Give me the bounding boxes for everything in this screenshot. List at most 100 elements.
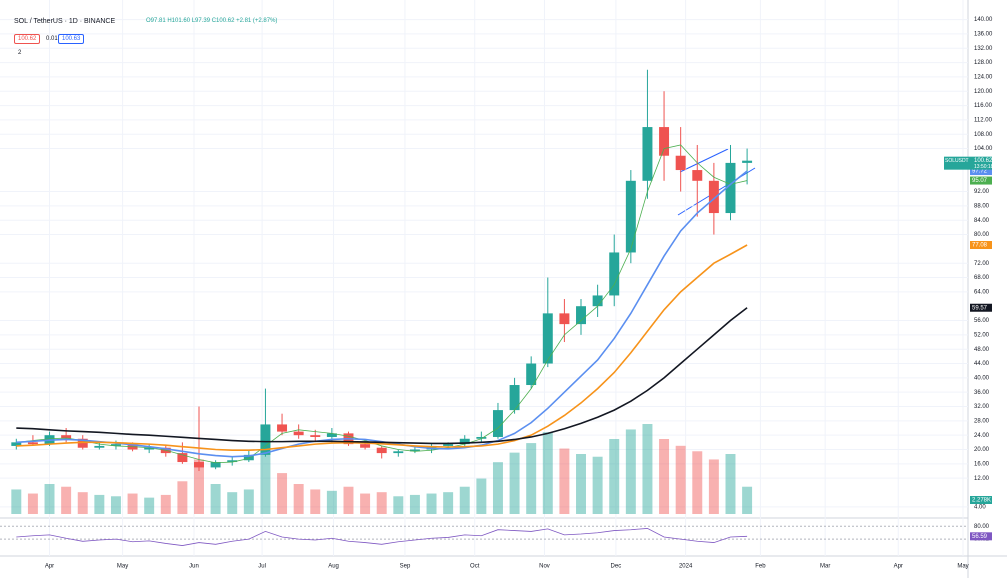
volume-badge: 2.278K [972,498,991,504]
y-tick-label: 32.00 [974,404,990,410]
x-tick-label: Apr [894,564,903,570]
y-tick-label: 80.00 [974,232,990,238]
candle-body [725,162,736,214]
y-tick-label: 140.00 [974,17,993,23]
volume-bar [77,492,88,514]
y-tick-label: 56.00 [974,318,990,324]
y-tick-label: 4.00 [974,504,986,510]
candle-body [110,444,121,446]
volume-bar [227,492,238,514]
candle-body [177,453,188,463]
y-tick-label: 136.00 [974,31,993,37]
volume-bar [61,486,72,514]
x-tick-label: May [117,564,128,570]
y-tick-label: 124.00 [974,74,993,80]
volume-bar [210,484,221,514]
y-tick-label: 68.00 [974,275,990,281]
volume-bar [44,484,55,514]
sell-button[interactable]: 100.62 [14,34,41,44]
candle-body [625,180,636,253]
buy-button[interactable]: 100.63 [58,34,85,44]
candle-body [310,435,321,437]
volume-bar [492,462,503,514]
volume-bar [642,424,653,514]
ohlc: O97.81 H101.60 L97.39 C100.62 +2.81 (+2.… [146,18,278,24]
y-tick-label: 52.00 [974,332,990,338]
volume-bar [576,454,586,514]
candle-body [542,313,553,364]
y-tick-label: 108.00 [974,132,993,138]
volume-bar [360,493,371,514]
x-tick-label: Jun [189,564,199,570]
ma-line [16,307,748,445]
ma-badge-bg [970,167,992,176]
volume-bar [127,493,138,514]
candle-body [675,155,686,171]
rsi-badge: 56.59 [972,534,988,540]
candle-body [742,160,753,163]
candle-body [277,424,288,432]
ma-badge-bg [970,176,992,185]
spread: 0.01 [46,36,58,42]
candle-body [443,444,454,446]
candle-body [509,385,520,411]
candle-body [243,454,254,461]
y-tick-label: 64.00 [974,289,990,295]
candle-body [376,447,387,454]
x-tick-label: Sep [400,564,411,570]
symbol[interactable]: SOL / TetherUS · 1D · BINANCE [14,18,116,25]
candle-body [227,460,238,463]
candle-body [360,444,371,448]
x-tick-label: Feb [755,564,766,570]
volume-bar [243,489,254,514]
candle-body [476,436,487,439]
candle-body [27,442,38,445]
y-tick-label: 24.00 [974,433,990,439]
rsi-badge-bg [970,532,992,541]
y-tick-label: 72.00 [974,261,990,267]
candle-body [708,180,719,214]
volume-bar [459,486,470,514]
last-price: 100.62 [974,158,993,164]
y-tick-label: 28.00 [974,418,990,424]
y-tick-label: 120.00 [974,89,993,95]
volume-bar [443,492,454,514]
candle-body [210,462,221,468]
candle-body [659,127,670,156]
candle-body [492,410,503,437]
volume-badge-bg [970,496,992,504]
candle-body [526,363,537,386]
volume-bar [11,489,22,514]
volume-bar [592,456,603,514]
last-price-bg [944,156,992,170]
y-tick-label: 48.00 [974,347,990,353]
volume-bar [310,489,321,514]
rsi-line [16,528,748,546]
volume-bar [625,429,636,514]
volume-bar [177,481,188,514]
y-tick-label: 128.00 [974,60,993,66]
y-tick-label: 132.00 [974,46,993,52]
volume-bar [509,452,520,514]
y-tick-label: 44.00 [974,361,990,367]
volume-bar [725,454,736,514]
indicator-toggle[interactable]: 2 [18,50,22,56]
candle-body [194,462,204,468]
candle-body [11,442,22,446]
candle-body [642,127,653,181]
ma-badge: 59.57 [972,305,988,311]
candle-body [409,449,420,452]
candle-body [94,445,105,448]
volume-bar [293,484,304,514]
last-time: 13:50:18 [974,164,994,170]
volume-bar [194,459,204,514]
last-symbol: SOLUSDT [945,158,969,164]
y-tick-label: 84.00 [974,218,990,224]
volume-bar [409,494,420,514]
volume-bar [609,439,620,514]
y-tick-label: 104.00 [974,146,993,152]
y-tick-label: 92.00 [974,189,990,195]
volume-bar [376,492,387,514]
x-tick-label: Mar [820,564,830,570]
